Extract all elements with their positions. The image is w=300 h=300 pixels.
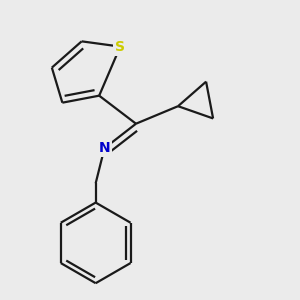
- Text: N: N: [99, 141, 110, 155]
- Text: S: S: [115, 40, 125, 54]
